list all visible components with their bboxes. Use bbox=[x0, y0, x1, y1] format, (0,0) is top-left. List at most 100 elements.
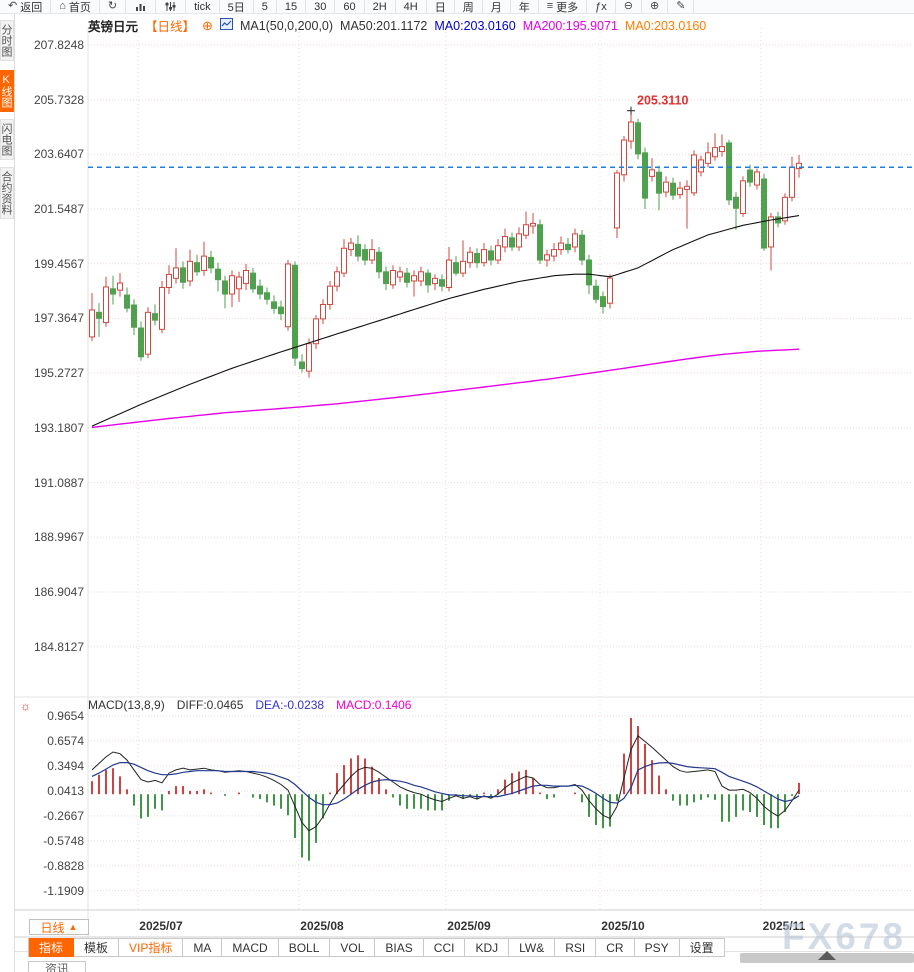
macd-header: MACD(13,8,9) DIFF:0.0465 DEA:-0.0238 MAC… bbox=[88, 698, 411, 712]
toolbar-button-label: 首页 bbox=[68, 1, 91, 14]
toolbar-button-period-5d[interactable]: 5日 bbox=[220, 0, 254, 14]
toolbar-button-tick[interactable]: tick bbox=[186, 0, 220, 13]
tab-vip-indicator[interactable]: VIP指标 bbox=[119, 938, 184, 957]
toolbar-button-period-year[interactable]: 年 bbox=[511, 0, 539, 14]
zoom-out-icon: ⊖ bbox=[623, 0, 633, 12]
price-gridlines bbox=[88, 44, 913, 648]
toolbar-button-period-month[interactable]: 月 bbox=[483, 0, 511, 14]
toolbar-button-label: 2H bbox=[372, 0, 387, 13]
back-arrow-icon: ↶ bbox=[8, 0, 18, 12]
toolbar-button-label: 4H bbox=[403, 0, 418, 13]
macd-gridlines bbox=[88, 715, 913, 892]
price-axis-tick: 186.9047 bbox=[33, 584, 84, 599]
tab-cr[interactable]: CR bbox=[596, 938, 635, 957]
toolbar-button-refresh[interactable]: ↻ bbox=[100, 0, 127, 13]
period-selector[interactable]: 日线 ▲ bbox=[29, 919, 89, 935]
toolbar-button-period-30m[interactable]: 30 bbox=[306, 0, 336, 13]
price-axis-tick: 191.0887 bbox=[33, 475, 84, 490]
toolbar-button-home[interactable]: ⌂ 首页 bbox=[51, 0, 100, 14]
toolbar-button-label: 15 bbox=[284, 0, 298, 13]
tab-macd[interactable]: MACD bbox=[222, 938, 279, 957]
tab-ma[interactable]: MA bbox=[183, 938, 223, 957]
partial-tab-news[interactable]: 资讯 bbox=[28, 961, 86, 972]
diff-line bbox=[91, 735, 800, 832]
price-axis-tick: 205.7328 bbox=[33, 92, 84, 107]
sidebar-item-lightning-chart[interactable]: 闪电图 bbox=[0, 119, 14, 160]
ma0-blue-value-label: MA0:203.0160 bbox=[434, 18, 516, 33]
time-axis-tick: 2025/11 bbox=[762, 919, 806, 933]
plus-circle-icon[interactable]: ⊕ bbox=[202, 17, 213, 33]
toolbar-button-more[interactable]: ≡ 更多 bbox=[539, 0, 588, 14]
time-axis-tick: 2025/07 bbox=[139, 919, 183, 933]
ma200-value-label: MA200:195.9071 bbox=[522, 18, 618, 33]
chevron-up-icon: ▲ bbox=[68, 922, 78, 932]
tab-bias[interactable]: BIAS bbox=[375, 938, 424, 957]
refresh-icon: ↻ bbox=[107, 0, 118, 12]
toolbar-button-period-5m[interactable]: 5 bbox=[254, 0, 277, 13]
zoom-in-icon: ⊕ bbox=[649, 0, 660, 12]
toolbar-button-period-15m[interactable]: 15 bbox=[277, 0, 307, 13]
horizontal-scrollbar[interactable] bbox=[740, 951, 914, 963]
pane-frame bbox=[0, 28, 914, 938]
tab-kdj[interactable]: KDJ bbox=[465, 938, 510, 957]
tab-rsi[interactable]: RSI bbox=[555, 938, 597, 957]
toolbar-button-period-4h[interactable]: 4H bbox=[396, 0, 427, 13]
toolbar-button-label: 日 bbox=[434, 1, 446, 14]
price-axis-tick: 195.2727 bbox=[33, 366, 84, 381]
toolbar-button-zoom-out[interactable]: ⊖ bbox=[616, 0, 642, 13]
indicator-settings-sun-icon[interactable]: ☼ bbox=[20, 699, 31, 713]
tab-psy[interactable]: PSY bbox=[634, 938, 680, 957]
sidebar-item-contract-info[interactable]: 合约资料 bbox=[0, 167, 14, 219]
tab-lwr[interactable]: LW& bbox=[509, 938, 556, 957]
price-axis-tick: 207.8248 bbox=[33, 38, 84, 52]
scrollbar-up-triangle-icon[interactable] bbox=[818, 951, 836, 960]
ma50-value-label: MA50:201.1172 bbox=[340, 18, 428, 33]
ma0-orange-value-label: MA0:203.0160 bbox=[624, 18, 707, 33]
toolbar-button-label: 60 bbox=[343, 0, 356, 13]
toolbar-button-market-depth[interactable] bbox=[156, 0, 187, 13]
tab-indicator[interactable]: 指标 bbox=[29, 938, 75, 957]
toolbar-button-draw[interactable]: ✎ bbox=[668, 0, 695, 13]
toolbar-button-period-week[interactable]: 周 bbox=[455, 0, 483, 14]
tab-settings[interactable]: 设置 bbox=[679, 938, 725, 957]
home-icon: ⌂ bbox=[59, 0, 66, 12]
price-axis-tick: 188.9967 bbox=[33, 530, 84, 545]
top-toolbar: ↶ 返回 ⌂ 首页 ↻ tick 5日 5 15 30 60 2H 4H 日周月年 ≡ 更多 ƒx ⊖ ⊕ ✎ bbox=[0, 0, 914, 14]
period-selector-label: 日线 bbox=[40, 920, 65, 935]
toolbar-button-label: 30 bbox=[314, 0, 327, 13]
price-axis-tick: 193.1807 bbox=[33, 420, 84, 435]
toolbar-button-fx[interactable]: ƒx bbox=[587, 0, 616, 13]
sidebar-item-time-chart[interactable]: 分时图 bbox=[0, 20, 14, 61]
dea-line bbox=[91, 761, 800, 806]
tab-template[interactable]: 模板 bbox=[74, 938, 120, 957]
toolbar-button-back[interactable]: ↶ 返回 bbox=[0, 0, 52, 14]
toolbar-button-label: 更多 bbox=[556, 1, 579, 14]
toolbar-button-label: 5 bbox=[261, 0, 268, 13]
toolbar-button-period-60m[interactable]: 60 bbox=[335, 0, 365, 13]
macd-axis-tick: 0.6574 bbox=[47, 733, 84, 748]
toolbar-button-label: tick bbox=[194, 0, 211, 13]
macd-axis-tick: -0.8828 bbox=[43, 858, 84, 873]
toolbar-button-label: ƒx bbox=[595, 0, 607, 13]
symbol-name: 英镑日元 bbox=[88, 20, 139, 34]
toolbar-button-label: 返回 bbox=[20, 1, 43, 14]
macd-axis-tick: -0.5748 bbox=[43, 833, 84, 848]
tab-cci[interactable]: CCI bbox=[423, 938, 466, 957]
toolbar-button-zoom-in[interactable]: ⊕ bbox=[642, 0, 669, 13]
indicator-tabs: 指标 模板 VIP指标 MA MACD BOLL VOL BIAS CCI KDJ LW& RSI CR… bbox=[28, 938, 725, 957]
tab-vol[interactable]: VOL bbox=[330, 938, 376, 957]
toolbar-button-chart-type[interactable] bbox=[126, 0, 157, 13]
price-axis-tick: 197.3647 bbox=[33, 311, 84, 326]
period-tag: 【日线】 bbox=[145, 20, 196, 34]
macd-value-label: MACD:0.1406 bbox=[336, 698, 412, 712]
price-axis-tick: 184.8127 bbox=[33, 639, 84, 654]
sidebar-item-kline-chart[interactable]: K线图 bbox=[0, 70, 14, 112]
toolbar-button-period-day[interactable]: 日 bbox=[427, 0, 455, 14]
tab-boll[interactable]: BOLL bbox=[278, 938, 331, 957]
toolbar-button-period-2h[interactable]: 2H bbox=[365, 0, 396, 13]
toolbar-button-label: 月 bbox=[490, 1, 502, 14]
sliders-icon bbox=[164, 1, 177, 12]
kline-mini-icon[interactable] bbox=[219, 18, 233, 33]
